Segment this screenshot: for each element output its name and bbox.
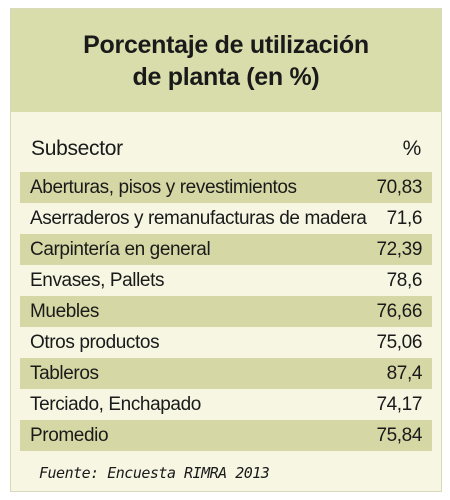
row-subsector: Otros productos [30, 332, 160, 353]
row-subsector: Aserraderos y remanufacturas de madera [30, 208, 367, 229]
table-row: Terciado, Enchapado 74,17 [20, 389, 432, 420]
table-header: Porcentaje de utilización de planta (en … [11, 9, 441, 112]
row-percent: 70,83 [376, 177, 422, 198]
table-row: Carpintería en general 72,39 [20, 234, 432, 265]
table-row: Tableros 87,4 [20, 358, 432, 389]
row-subsector: Carpintería en general [30, 239, 211, 260]
row-subsector: Promedio [30, 425, 109, 446]
row-percent: 72,39 [376, 239, 422, 260]
row-subsector: Tableros [30, 363, 99, 384]
title-line-1: Porcentaje de utilización [83, 31, 369, 59]
column-header-percent: % [402, 137, 422, 160]
table-row: Aberturas, pisos y revestimientos 70,83 [20, 172, 432, 203]
table-row: Muebles 76,66 [20, 296, 432, 327]
row-percent: 87,4 [386, 363, 423, 384]
table-row: Otros productos 75,06 [20, 327, 432, 358]
title-line-2: de planta (en %) [132, 63, 320, 91]
row-percent: 75,06 [376, 332, 422, 353]
row-percent: 74,17 [376, 394, 422, 415]
row-subsector: Aberturas, pisos y revestimientos [30, 177, 297, 198]
table-row: Envases, Pallets 78,6 [20, 265, 432, 296]
row-percent: 75,84 [376, 425, 422, 446]
table-title: Porcentaje de utilización de planta (en … [11, 29, 441, 93]
table-card: Porcentaje de utilización de planta (en … [10, 8, 442, 492]
row-percent: 78,6 [386, 270, 423, 291]
row-percent: 71,6 [386, 208, 423, 229]
column-header-subsector: Subsector [31, 137, 123, 160]
row-subsector: Envases, Pallets [30, 270, 165, 291]
table-row: Aserraderos y remanufacturas de madera 7… [20, 203, 432, 234]
row-subsector: Muebles [30, 301, 100, 322]
source-note: Fuente: Encuesta RIMRA 2013 [39, 464, 270, 482]
table-row-average: Promedio 75,84 [20, 420, 432, 451]
table-body: Aberturas, pisos y revestimientos 70,83 … [20, 172, 432, 451]
row-subsector: Terciado, Enchapado [30, 394, 201, 415]
row-percent: 76,66 [376, 301, 422, 322]
